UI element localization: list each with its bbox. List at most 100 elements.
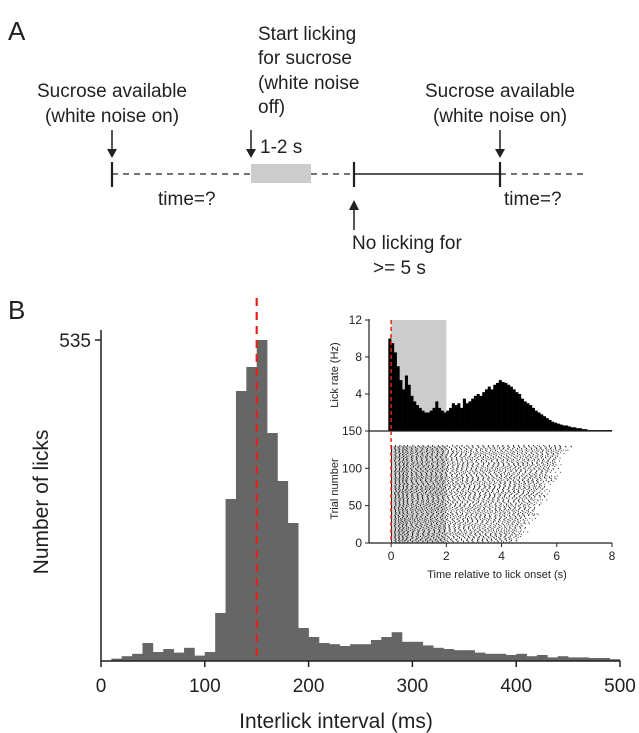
mid-event-line4: off) [258, 97, 285, 118]
histogram-bar [536, 655, 548, 661]
histogram-bar [308, 637, 320, 661]
x-tick-label: 400 [500, 676, 532, 697]
histogram-bar [111, 658, 123, 661]
rate-bar [404, 375, 408, 431]
rate-bar [504, 382, 508, 431]
rate-bar [399, 380, 403, 431]
rate-bar [526, 403, 530, 431]
histogram-bar [505, 655, 517, 661]
rate-bar [476, 394, 480, 431]
histogram-bar [132, 653, 143, 661]
raster-x-tick-label: 0 [388, 549, 395, 563]
histogram-bar [381, 637, 392, 661]
x-tick-label: 100 [189, 676, 221, 697]
rate-bar [556, 423, 560, 431]
histogram-bar [329, 644, 341, 661]
time-left-label: time=? [158, 189, 216, 210]
rate-bar [512, 389, 516, 431]
rate-bar [518, 394, 522, 431]
histogram-bar [298, 628, 309, 661]
histogram-bar [402, 641, 413, 661]
rate-y-tick-label: 12 [349, 313, 363, 327]
rate-y-axis-title: Lick rate (Hz) [329, 342, 341, 407]
histogram-bar [578, 657, 590, 661]
panel-b: B 0 100 200 300 400 500 535 Interlick interva… [8, 295, 636, 733]
timeline [110, 162, 585, 187]
histogram-bar [526, 656, 538, 661]
mid-event-line1: Start licking [258, 24, 356, 45]
raster-x-ticks: 0 2 4 6 8 [388, 543, 616, 563]
rate-bar [493, 384, 497, 431]
rate-bar [413, 401, 417, 431]
panel-b-label: B [8, 295, 25, 325]
rate-bars [388, 338, 613, 431]
rate-bar [576, 428, 580, 431]
rate-bar [562, 425, 566, 431]
histogram-bar [215, 613, 226, 661]
down-arrow-mid-icon [246, 130, 256, 158]
rate-bar [581, 429, 585, 431]
histogram-bar [152, 652, 164, 661]
raster-y-tick-label: 100 [342, 461, 362, 475]
rate-bar [421, 410, 425, 431]
right-event-line2: (white noise on) [433, 106, 567, 127]
histogram-bar [599, 658, 610, 661]
left-event-line1: Sucrose available [37, 81, 187, 102]
y-axis-title: Number of licks [30, 430, 53, 575]
panel-a: A Sucrose available (white noise on) Sta… [8, 16, 585, 279]
histogram-bar [277, 481, 289, 661]
lick-rate-inset: 4 8 12 Lick rate (Hz) [329, 313, 613, 432]
histogram-bar [464, 650, 475, 661]
rate-bar [393, 352, 397, 431]
rate-bar [418, 407, 422, 431]
histogram-bar [474, 652, 486, 661]
histogram-bar [495, 653, 507, 661]
rate-bar [545, 418, 549, 431]
raster-y-axis-title: Trial number [329, 458, 341, 520]
y-tick-label: 535 [59, 331, 91, 352]
rate-bar [490, 389, 494, 431]
rate-bar [542, 416, 547, 431]
rate-bar [402, 389, 406, 431]
rate-bar [507, 384, 511, 431]
rate-bar [551, 421, 555, 431]
raster-y-tick-label: 0 [355, 536, 362, 550]
raster-x-tick-label: 4 [498, 549, 505, 563]
rate-bar [388, 338, 392, 431]
histogram-bar [588, 658, 600, 661]
rate-bar [468, 401, 472, 431]
histogram-bar [121, 656, 133, 661]
panel-a-label: A [8, 16, 26, 46]
histogram-bar [516, 653, 527, 661]
histogram-bar [360, 644, 372, 661]
rate-bar [565, 425, 569, 431]
histogram-bar [485, 653, 496, 661]
histogram-bar [287, 523, 299, 661]
histogram-bar [443, 649, 455, 661]
x-axis-title: Interlick interval (ms) [239, 710, 433, 733]
down-arrow-left-icon [107, 130, 117, 158]
histogram-bar [557, 656, 569, 661]
rate-bar [451, 403, 455, 431]
histogram-bar [204, 652, 216, 661]
rate-bar [520, 398, 524, 431]
mid-event-line2: for sucrose [258, 48, 352, 69]
rate-bar [501, 381, 505, 431]
histogram-bar [318, 643, 330, 661]
rate-y-tick-label: 4 [355, 387, 362, 401]
rate-y-tick-label: 8 [355, 350, 362, 364]
rate-bar [537, 412, 541, 431]
rate-bar [498, 380, 502, 431]
raster-x-axis-title: Time relative to lick onset (s) [427, 569, 567, 581]
rate-bar [531, 407, 535, 431]
histogram-bar [163, 649, 174, 661]
rate-bar [465, 403, 469, 431]
rate-bar [529, 405, 533, 431]
rate-bar [407, 384, 411, 431]
histogram-bar [194, 655, 206, 661]
histogram-bar [173, 652, 185, 661]
rate-bar [410, 395, 414, 431]
rate-bar [415, 405, 420, 431]
rate-bar [482, 392, 486, 431]
